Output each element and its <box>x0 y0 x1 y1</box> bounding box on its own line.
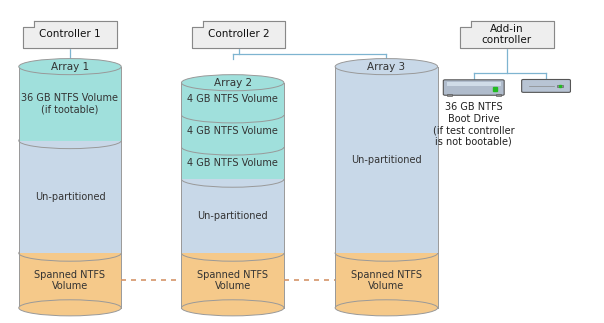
Text: 36 GB NTFS Volume
(if tootable): 36 GB NTFS Volume (if tootable) <box>22 93 118 114</box>
Ellipse shape <box>181 171 284 187</box>
Bar <box>557 85 563 87</box>
Text: Spanned NTFS
Volume: Spanned NTFS Volume <box>351 270 422 291</box>
Ellipse shape <box>335 245 437 261</box>
Polygon shape <box>192 21 286 48</box>
Bar <box>447 82 501 86</box>
Ellipse shape <box>335 300 437 316</box>
Text: 4 GB NTFS Volume: 4 GB NTFS Volume <box>187 94 278 104</box>
Ellipse shape <box>181 75 284 91</box>
Bar <box>496 94 501 96</box>
FancyBboxPatch shape <box>443 80 504 95</box>
Ellipse shape <box>19 132 121 149</box>
Bar <box>181 115 284 147</box>
Ellipse shape <box>19 58 121 75</box>
Bar <box>181 83 284 115</box>
Text: Add-in
controller: Add-in controller <box>482 24 532 45</box>
Ellipse shape <box>181 300 284 316</box>
Ellipse shape <box>19 300 121 316</box>
Text: Array 3: Array 3 <box>367 62 405 72</box>
Bar <box>447 94 452 96</box>
Text: Spanned NTFS
Volume: Spanned NTFS Volume <box>197 270 268 291</box>
Text: Un-partitioned: Un-partitioned <box>34 192 105 202</box>
Ellipse shape <box>19 245 121 261</box>
Bar <box>19 141 121 253</box>
Text: Un-partitioned: Un-partitioned <box>198 211 268 221</box>
Text: 4 GB NTFS Volume: 4 GB NTFS Volume <box>187 126 278 136</box>
Polygon shape <box>24 21 117 48</box>
Bar <box>335 67 437 253</box>
Bar <box>181 253 284 308</box>
FancyBboxPatch shape <box>522 79 570 92</box>
Ellipse shape <box>181 107 284 123</box>
Text: Un-partitioned: Un-partitioned <box>351 155 422 165</box>
Bar <box>19 67 121 141</box>
Text: Controller 1: Controller 1 <box>39 29 101 39</box>
Bar <box>335 253 437 308</box>
Bar <box>19 253 121 308</box>
Text: 4 GB NTFS Volume: 4 GB NTFS Volume <box>187 158 278 168</box>
Text: Controller 2: Controller 2 <box>208 29 269 39</box>
Bar <box>181 179 284 253</box>
Text: Spanned NTFS
Volume: Spanned NTFS Volume <box>34 270 106 291</box>
Text: 36 GB NTFS
Boot Drive
(if test controller
is not bootable): 36 GB NTFS Boot Drive (if test controlle… <box>433 102 515 147</box>
Ellipse shape <box>335 58 437 75</box>
Bar <box>181 147 284 179</box>
Ellipse shape <box>181 139 284 155</box>
Ellipse shape <box>181 245 284 261</box>
Text: Array 2: Array 2 <box>214 78 252 88</box>
Polygon shape <box>460 21 554 48</box>
Text: Array 1: Array 1 <box>51 62 89 72</box>
